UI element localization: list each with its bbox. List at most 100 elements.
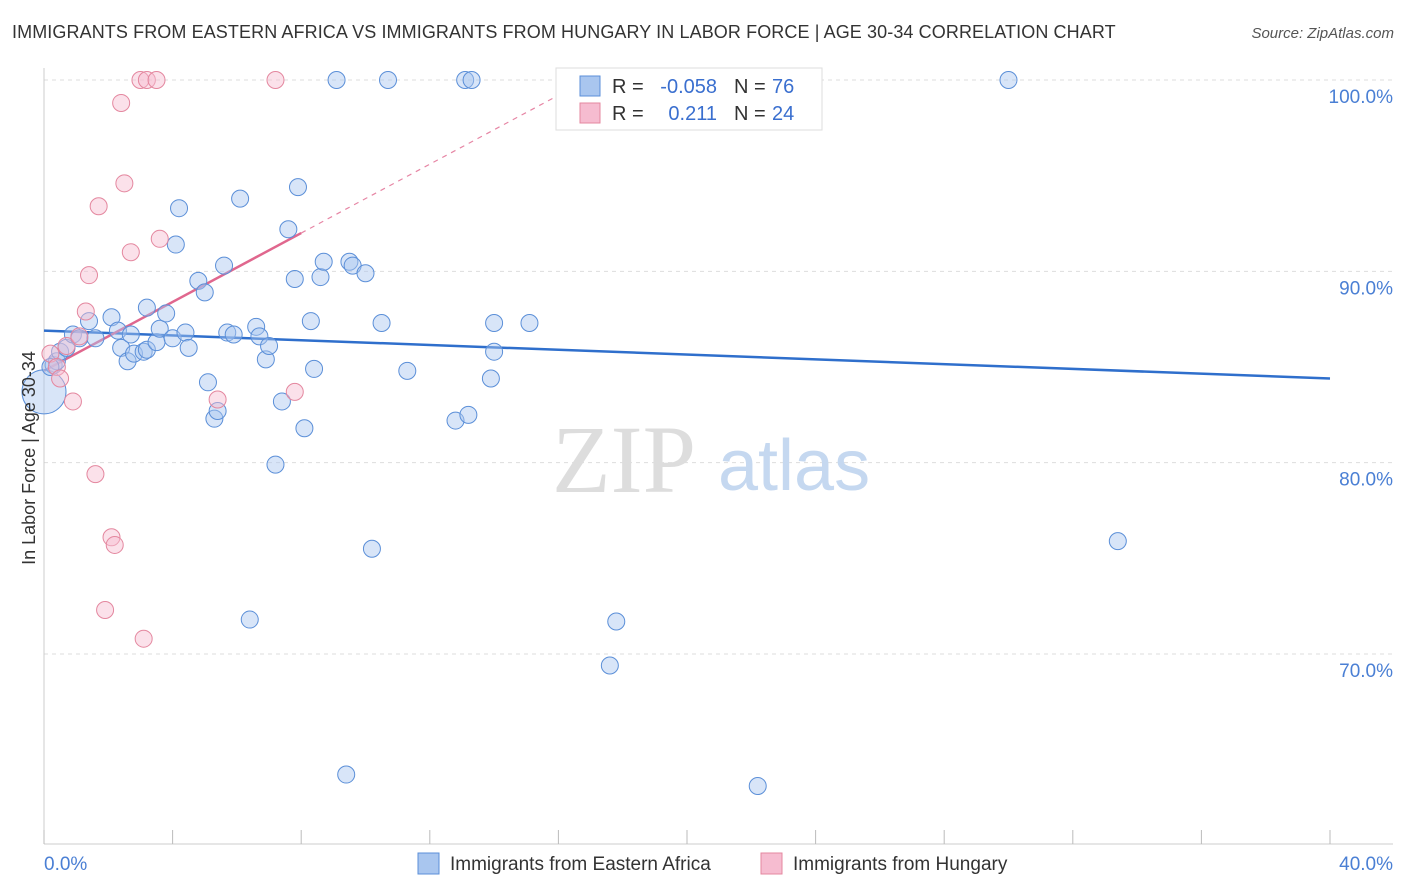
legend-blue-label: Immigrants from Eastern Africa bbox=[450, 854, 711, 875]
point-eastern-africa-16 bbox=[137, 340, 156, 359]
point-hungary-19 bbox=[147, 71, 166, 89]
point-eastern-africa-56 bbox=[372, 313, 391, 332]
y-tick-label-90: 90.0% bbox=[1339, 278, 1393, 299]
point-eastern-africa-61 bbox=[462, 71, 481, 89]
stats-pink-n-label: N = bbox=[734, 103, 766, 125]
point-eastern-africa-62 bbox=[459, 405, 478, 424]
point-eastern-africa-13 bbox=[121, 325, 140, 344]
point-hungary-23 bbox=[285, 382, 304, 401]
point-eastern-africa-45 bbox=[295, 419, 314, 438]
point-hungary-2 bbox=[51, 369, 70, 388]
point-eastern-africa-41 bbox=[272, 392, 291, 411]
stats-blue-swatch bbox=[579, 75, 601, 97]
point-eastern-africa-25 bbox=[179, 338, 198, 357]
point-eastern-africa-0 bbox=[21, 369, 67, 415]
x-tick-label-max: 40.0% bbox=[1339, 854, 1393, 875]
point-hungary-6 bbox=[76, 302, 95, 321]
point-eastern-africa-60 bbox=[456, 71, 475, 89]
point-eastern-africa-20 bbox=[157, 304, 176, 323]
point-eastern-africa-75 bbox=[41, 358, 60, 376]
stats-pink-r-value: 0.211 bbox=[668, 103, 717, 125]
point-eastern-africa-73 bbox=[999, 71, 1018, 89]
point-eastern-africa-19 bbox=[150, 319, 169, 338]
axis-layer: 70.0% 80.0% 90.0% 100.0% bbox=[43, 68, 1394, 845]
point-eastern-africa-55 bbox=[362, 539, 381, 558]
point-hungary-10 bbox=[96, 600, 115, 619]
point-eastern-africa-58 bbox=[398, 361, 417, 380]
point-eastern-africa-23 bbox=[170, 199, 189, 218]
point-hungary-16 bbox=[131, 71, 150, 89]
x-tick-label-min: 0.0% bbox=[44, 854, 87, 875]
point-hungary-9 bbox=[89, 197, 108, 216]
point-eastern-africa-22 bbox=[166, 235, 185, 254]
point-hungary-4 bbox=[63, 392, 82, 411]
stats-blue-r-label: R = bbox=[612, 76, 644, 98]
point-eastern-africa-63 bbox=[481, 369, 500, 388]
point-hungary-17 bbox=[134, 629, 153, 648]
point-eastern-africa-57 bbox=[379, 71, 398, 89]
point-eastern-africa-69 bbox=[607, 612, 626, 631]
point-eastern-africa-33 bbox=[224, 325, 243, 344]
point-eastern-africa-28 bbox=[198, 373, 217, 392]
point-eastern-africa-7 bbox=[80, 312, 99, 331]
point-eastern-africa-48 bbox=[311, 268, 330, 287]
point-hungary-14 bbox=[115, 174, 134, 193]
point-hungary-8 bbox=[86, 465, 105, 484]
point-eastern-africa-54 bbox=[356, 264, 375, 283]
trend-line-hungary bbox=[43, 231, 302, 372]
point-hungary-12 bbox=[105, 535, 124, 554]
grid-layer bbox=[44, 79, 1393, 655]
point-hungary-20 bbox=[150, 229, 169, 248]
point-hungary-7 bbox=[80, 266, 99, 285]
point-eastern-africa-47 bbox=[305, 359, 324, 378]
point-eastern-africa-51 bbox=[337, 765, 356, 784]
point-hungary-3 bbox=[57, 336, 76, 355]
legend-pink-swatch bbox=[760, 852, 783, 875]
point-eastern-africa-42 bbox=[279, 220, 298, 239]
watermark-atlas: atlas bbox=[718, 426, 870, 506]
stats-blue-r-value: -0.058 bbox=[660, 76, 717, 98]
point-eastern-africa-66 bbox=[520, 313, 539, 332]
point-hungary-22 bbox=[266, 71, 285, 89]
stats-blue-n-value: 76 bbox=[772, 76, 794, 98]
point-eastern-africa-70 bbox=[748, 777, 767, 796]
point-eastern-africa-34 bbox=[231, 189, 250, 208]
point-eastern-africa-27 bbox=[195, 283, 214, 302]
point-eastern-africa-40 bbox=[266, 455, 285, 474]
point-eastern-africa-74 bbox=[1108, 532, 1127, 551]
point-eastern-africa-17 bbox=[137, 298, 156, 317]
y-tick-label-100: 100.0% bbox=[1329, 87, 1394, 108]
point-eastern-africa-35 bbox=[240, 610, 259, 629]
y-tick-label-80: 80.0% bbox=[1339, 470, 1393, 491]
chart-source: Source: ZipAtlas.com bbox=[1251, 25, 1394, 42]
legend-pink-label: Immigrants from Hungary bbox=[793, 854, 1008, 875]
point-eastern-africa-50 bbox=[327, 71, 346, 89]
legend-blue-swatch bbox=[417, 852, 440, 875]
point-eastern-africa-46 bbox=[301, 312, 320, 331]
point-hungary-13 bbox=[112, 93, 131, 112]
point-eastern-africa-38 bbox=[256, 350, 275, 369]
point-eastern-africa-26 bbox=[189, 271, 208, 290]
point-hungary-1 bbox=[47, 358, 66, 376]
stats-pink-n-value: 24 bbox=[772, 103, 794, 125]
trend-line-eastern-africa bbox=[43, 329, 1331, 380]
trend-line-hungary-extension bbox=[300, 86, 575, 234]
point-eastern-africa-24 bbox=[176, 323, 195, 342]
point-eastern-africa-31 bbox=[215, 256, 234, 275]
point-hungary-5 bbox=[70, 327, 89, 346]
stats-pink-r-label: R = bbox=[612, 103, 644, 125]
point-eastern-africa-44 bbox=[288, 178, 307, 197]
stats-box: R = -0.058 N = 76 R = 0.211 N = 24 bbox=[555, 67, 823, 131]
legend: Immigrants from Eastern Africa Immigrant… bbox=[417, 852, 1008, 875]
point-eastern-africa-39 bbox=[260, 336, 279, 355]
point-hungary-21 bbox=[208, 390, 227, 409]
point-eastern-africa-37 bbox=[250, 327, 269, 346]
points-layer bbox=[21, 71, 1127, 796]
point-eastern-africa-64 bbox=[485, 313, 504, 332]
stats-blue-n-label: N = bbox=[734, 76, 766, 98]
point-eastern-africa-49 bbox=[314, 252, 333, 271]
point-hungary-15 bbox=[121, 243, 140, 262]
chart-title: IMMIGRANTS FROM EASTERN AFRICA VS IMMIGR… bbox=[12, 22, 1116, 42]
point-eastern-africa-65 bbox=[485, 342, 504, 361]
